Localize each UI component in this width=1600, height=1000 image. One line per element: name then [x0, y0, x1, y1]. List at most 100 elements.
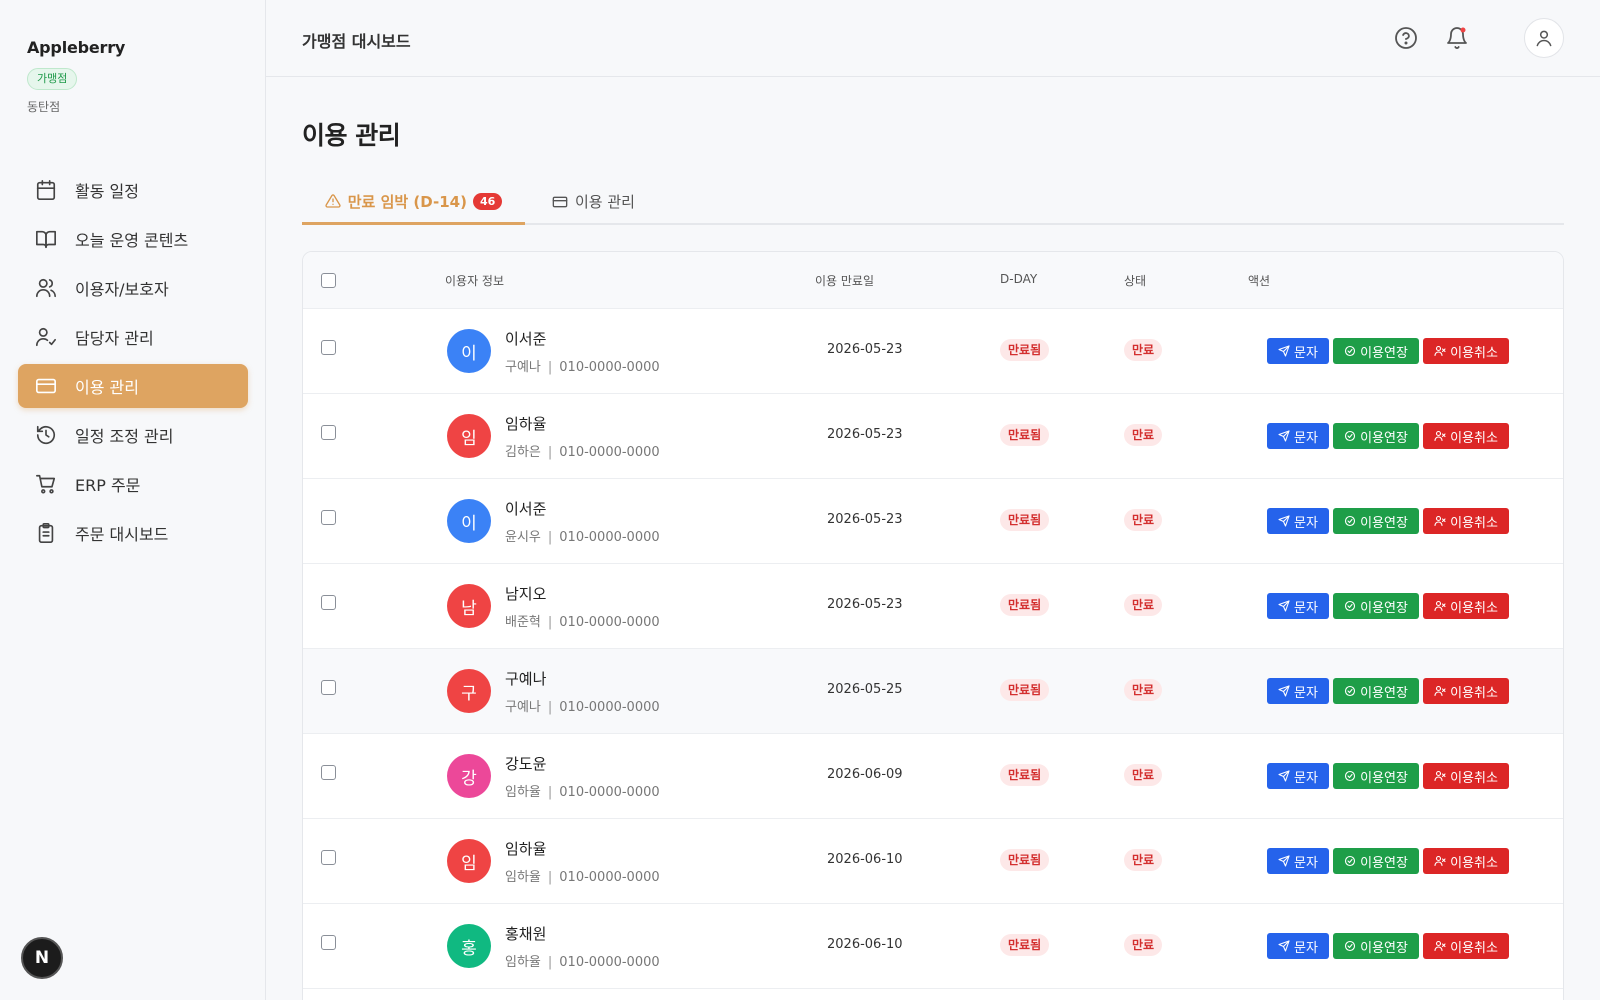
col-status: 상태 — [1124, 274, 1147, 288]
users-icon — [35, 277, 57, 299]
avatar: 이 — [447, 499, 491, 543]
table-row: 이 이서준 구예나 | 010-0000-0000 2026-05-23 만료됨 만료 문자 이용… — [303, 309, 1563, 394]
avatar: 홍 — [447, 924, 491, 968]
user-x-icon — [1434, 940, 1446, 952]
send-message-button[interactable]: 문자 — [1267, 763, 1329, 789]
expiry-date: 2026-05-23 — [827, 512, 903, 527]
sidebar-item-3[interactable]: 담당자 관리 — [18, 315, 248, 359]
user-icon[interactable] — [1524, 18, 1564, 58]
extend-usage-button[interactable]: 이용연장 — [1333, 848, 1419, 874]
phone-number: 010-0000-0000 — [559, 870, 660, 885]
cancel-usage-button[interactable]: 이용취소 — [1423, 593, 1509, 619]
sidebar-item-0[interactable]: 활동 일정 — [18, 168, 248, 212]
tab-expiring-soon[interactable]: 만료 임박 (D-14) 46 — [302, 180, 525, 225]
check-circle-icon — [1344, 515, 1356, 527]
guardian-name: 윤시우 — [505, 530, 541, 545]
button-label: 이용취소 — [1450, 600, 1498, 616]
phone-number: 010-0000-0000 — [559, 700, 660, 715]
extend-usage-button[interactable]: 이용연장 — [1333, 763, 1419, 789]
cancel-usage-button[interactable]: 이용취소 — [1423, 678, 1509, 704]
sidebar: Appleberry 가맹점 동탄점 활동 일정 오늘 운영 콘텐츠 이용자/보호자… — [0, 0, 266, 1000]
user-check-icon — [35, 326, 57, 348]
button-label: 문자 — [1294, 430, 1318, 446]
tab-label: 만료 임박 (D-14) — [347, 192, 467, 211]
extend-usage-button[interactable]: 이용연장 — [1333, 933, 1419, 959]
guardian-name: 임하율 — [505, 785, 541, 800]
extend-usage-button[interactable]: 이용연장 — [1333, 423, 1419, 449]
credit-card-icon — [35, 375, 57, 397]
cancel-usage-button[interactable]: 이용취소 — [1423, 508, 1509, 534]
select-all-checkbox[interactable] — [321, 273, 336, 288]
send-message-button[interactable]: 문자 — [1267, 848, 1329, 874]
button-label: 이용연장 — [1360, 600, 1408, 616]
sidebar-item-6[interactable]: ERP 주문 — [18, 462, 248, 506]
button-label: 이용연장 — [1360, 345, 1408, 361]
row-checkbox[interactable] — [321, 595, 336, 610]
button-label: 이용연장 — [1360, 515, 1408, 531]
send-message-button[interactable]: 문자 — [1267, 593, 1329, 619]
separator: | — [547, 360, 553, 375]
send-message-button[interactable]: 문자 — [1267, 423, 1329, 449]
extend-usage-button[interactable]: 이용연장 — [1333, 508, 1419, 534]
send-message-button[interactable]: 문자 — [1267, 508, 1329, 534]
extend-usage-button[interactable]: 이용연장 — [1333, 593, 1419, 619]
cancel-usage-button[interactable]: 이용취소 — [1423, 933, 1509, 959]
dday-badge: 만료됨 — [1000, 934, 1050, 956]
status-badge: 만료 — [1124, 594, 1163, 616]
guardian-name: 구예나 — [505, 360, 541, 375]
extend-usage-button[interactable]: 이용연장 — [1333, 678, 1419, 704]
button-label: 이용취소 — [1450, 345, 1498, 361]
expiry-date: 2026-06-09 — [827, 767, 903, 782]
dday-badge: 만료됨 — [1000, 424, 1050, 446]
dday-badge: 만료됨 — [1000, 849, 1050, 871]
button-label: 문자 — [1294, 940, 1318, 956]
sidebar-item-1[interactable]: 오늘 운영 콘텐츠 — [18, 217, 248, 261]
extend-usage-button[interactable]: 이용연장 — [1333, 338, 1419, 364]
col-dday: D-DAY — [1000, 272, 1038, 286]
cancel-usage-button[interactable]: 이용취소 — [1423, 423, 1509, 449]
phone-number: 010-0000-0000 — [559, 445, 660, 460]
cancel-usage-button[interactable]: 이용취소 — [1423, 338, 1509, 364]
sidebar-item-7[interactable]: 주문 대시보드 — [18, 511, 248, 555]
sidebar-item-label: 일정 조정 관리 — [75, 427, 174, 446]
bell-icon[interactable] — [1441, 22, 1473, 54]
expiry-table: 이용자 정보 이용 만료일 D-DAY 상태 액션 이 이서준 구예나 | 010-00… — [302, 251, 1564, 1000]
send-message-button[interactable]: 문자 — [1267, 678, 1329, 704]
dev-indicator-button[interactable]: N — [21, 937, 63, 979]
button-label: 이용취소 — [1450, 685, 1498, 701]
row-checkbox[interactable] — [321, 935, 336, 950]
row-checkbox[interactable] — [321, 425, 336, 440]
sidebar-item-4[interactable]: 이용 관리 — [18, 364, 248, 408]
sidebar-item-label: ERP 주문 — [75, 476, 141, 495]
row-checkbox[interactable] — [321, 765, 336, 780]
table-row: 구 구예나 구예나 | 010-0000-0000 2026-05-25 만료됨 만료 문자 이용… — [303, 649, 1563, 734]
row-checkbox[interactable] — [321, 510, 336, 525]
send-icon — [1278, 685, 1290, 697]
user-x-icon — [1434, 600, 1446, 612]
tab-usage-management[interactable]: 이용 관리 — [552, 180, 635, 223]
guardian-name: 김하은 — [505, 445, 541, 460]
status-badge: 만료 — [1124, 339, 1163, 361]
cancel-usage-button[interactable]: 이용취소 — [1423, 763, 1509, 789]
row-checkbox[interactable] — [321, 850, 336, 865]
status-badge: 만료 — [1124, 424, 1163, 446]
send-message-button[interactable]: 문자 — [1267, 933, 1329, 959]
separator: | — [547, 615, 553, 630]
send-message-button[interactable]: 문자 — [1267, 338, 1329, 364]
button-label: 이용취소 — [1450, 855, 1498, 871]
avatar: 임 — [447, 839, 491, 883]
help-circle-icon[interactable] — [1390, 22, 1422, 54]
cancel-usage-button[interactable]: 이용취소 — [1423, 848, 1509, 874]
expiry-date: 2026-05-23 — [827, 597, 903, 612]
sidebar-item-2[interactable]: 이용자/보호자 — [18, 266, 248, 310]
avatar: 구 — [447, 669, 491, 713]
sidebar-item-5[interactable]: 일정 조정 관리 — [18, 413, 248, 457]
row-checkbox[interactable] — [321, 680, 336, 695]
row-checkbox[interactable] — [321, 340, 336, 355]
separator: | — [547, 955, 553, 970]
status-badge: 만료 — [1124, 934, 1163, 956]
user-name: 임하율 — [505, 840, 547, 858]
table-header: 이용자 정보 이용 만료일 D-DAY 상태 액션 — [303, 252, 1563, 309]
col-user-info: 이용자 정보 — [445, 274, 505, 288]
send-icon — [1278, 855, 1290, 867]
